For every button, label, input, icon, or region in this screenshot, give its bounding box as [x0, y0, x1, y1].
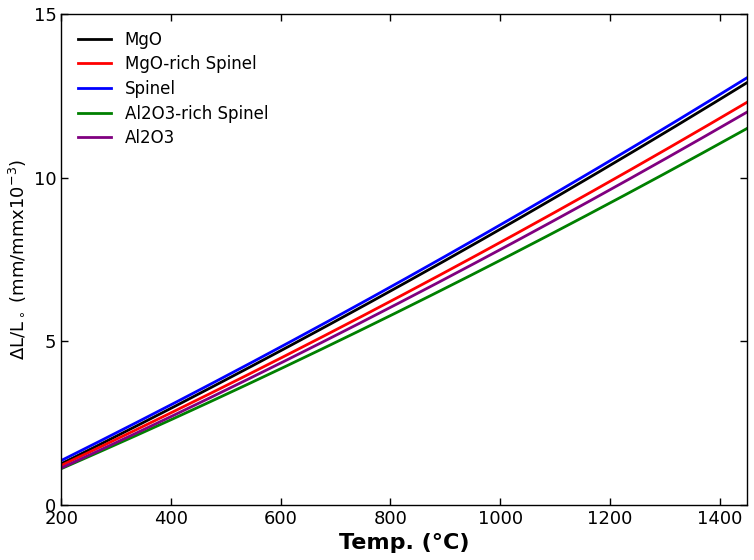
Line: MgO: MgO: [61, 83, 747, 464]
MgO-rich Spinel: [465, 256, 474, 263]
Al2O3-rich Spinel: [57, 465, 66, 472]
X-axis label: Temp. (°C): Temp. (°C): [339, 533, 470, 553]
MgO-rich Spinel: [428, 276, 437, 282]
Al2O3: [619, 179, 628, 186]
Line: Al2O3-rich Spinel: Al2O3-rich Spinel: [61, 128, 747, 469]
Al2O3-rich Spinel: [465, 273, 474, 279]
Al2O3: [743, 109, 752, 115]
MgO-rich Spinel: [619, 170, 628, 177]
Al2O3-rich Spinel: [387, 312, 396, 319]
Legend: MgO, MgO-rich Spinel, Spinel, Al2O3-rich Spinel, Al2O3: MgO, MgO-rich Spinel, Spinel, Al2O3-rich…: [69, 22, 277, 156]
MgO: [387, 287, 396, 294]
Spinel: [382, 286, 391, 292]
Al2O3: [428, 282, 437, 289]
MgO: [743, 80, 752, 86]
MgO-rich Spinel: [743, 99, 752, 106]
Al2O3-rich Spinel: [743, 125, 752, 132]
Al2O3-rich Spinel: [726, 134, 735, 141]
Spinel: [387, 283, 396, 290]
MgO-rich Spinel: [382, 300, 391, 306]
Spinel: [428, 260, 437, 267]
Spinel: [619, 150, 628, 156]
Spinel: [743, 74, 752, 81]
MgO: [465, 244, 474, 250]
Al2O3: [726, 118, 735, 125]
Line: MgO-rich Spinel: MgO-rich Spinel: [61, 102, 747, 465]
MgO-rich Spinel: [57, 462, 66, 469]
Spinel: [465, 239, 474, 246]
Al2O3-rich Spinel: [619, 193, 628, 199]
Al2O3-rich Spinel: [428, 291, 437, 298]
Al2O3: [382, 306, 391, 312]
MgO: [726, 90, 735, 96]
Line: Al2O3: Al2O3: [61, 112, 747, 468]
Al2O3-rich Spinel: [382, 314, 391, 321]
Spinel: [57, 457, 66, 464]
MgO: [619, 154, 628, 161]
MgO: [57, 460, 66, 467]
Al2O3: [57, 465, 66, 472]
MgO-rich Spinel: [726, 109, 735, 115]
Spinel: [726, 85, 735, 91]
Al2O3: [387, 304, 396, 310]
Y-axis label: $\Delta$L/L$_\circ$ (mm/mmx10$^{-3}$): $\Delta$L/L$_\circ$ (mm/mmx10$^{-3}$): [7, 158, 28, 360]
MgO: [428, 264, 437, 271]
MgO-rich Spinel: [387, 297, 396, 304]
Al2O3: [465, 263, 474, 269]
Line: Spinel: Spinel: [61, 78, 747, 460]
MgO: [382, 290, 391, 296]
